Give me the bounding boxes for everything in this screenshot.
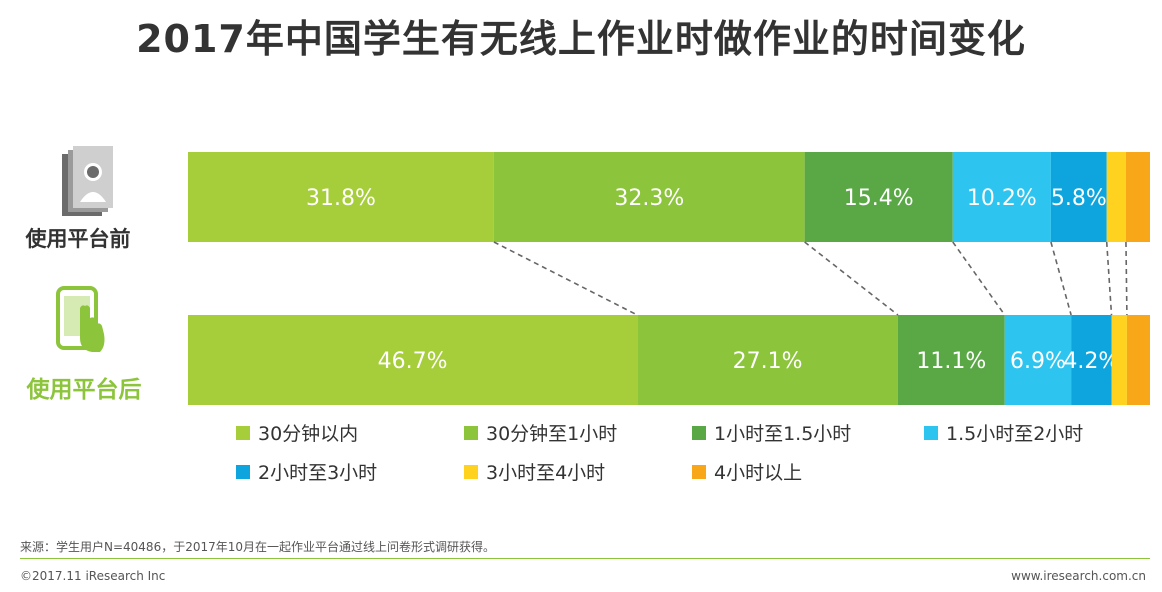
legend-item: 3小时至4小时 <box>464 458 605 485</box>
bar-segment <box>1126 315 1150 405</box>
website-link[interactable]: www.iresearch.com.cn <box>1011 569 1146 583</box>
legend-label: 30分钟至1小时 <box>486 423 618 445</box>
bar-segment <box>188 315 638 405</box>
row-label-after: 使用平台后 <box>26 377 142 403</box>
chart-title: 2017年中国学生有无线上作业时做作业的时间变化 <box>136 17 1026 61</box>
connector-line <box>1050 241 1072 316</box>
bar-segment <box>1004 315 1072 405</box>
bar-segment <box>188 152 494 242</box>
legend-swatch <box>236 425 250 440</box>
data-label: 5.8% <box>1051 186 1107 211</box>
data-label: 27.1% <box>733 349 803 374</box>
connector-line <box>493 241 638 316</box>
data-label: 31.8% <box>306 186 376 211</box>
data-label: 15.4% <box>844 186 914 211</box>
legend-label: 2小时至3小时 <box>258 462 378 484</box>
copyright: ©2017.11 iResearch Inc <box>20 569 166 583</box>
legend-swatch <box>692 464 706 479</box>
connector-line <box>1125 241 1128 316</box>
legend-label: 1.5小时至2小时 <box>946 423 1084 445</box>
row-label-before: 使用平台前 <box>25 227 131 251</box>
legend-swatch <box>464 464 478 479</box>
bar-segment <box>637 315 898 405</box>
bar-segment <box>897 315 1005 405</box>
data-label: 32.3% <box>614 186 684 211</box>
legend-label: 3小时至4小时 <box>486 462 606 484</box>
phone-touch-icon <box>54 286 110 360</box>
legend-swatch <box>692 425 706 440</box>
legend-label: 1小时至1.5小时 <box>714 423 852 445</box>
legend-item: 1.5小时至2小时 <box>924 419 1083 446</box>
bar-segment <box>1050 152 1107 242</box>
bar-segment <box>952 152 1051 242</box>
legend-label: 30分钟以内 <box>258 423 359 445</box>
bar-segment <box>493 152 805 242</box>
legend-item: 2小时至3小时 <box>236 458 377 485</box>
legend-label: 4小时以上 <box>714 462 803 484</box>
data-label: 4.2% <box>1063 349 1119 374</box>
bar-segment <box>804 152 953 242</box>
legend-item: 30分钟以内 <box>236 419 358 446</box>
data-label: 10.2% <box>967 186 1037 211</box>
data-label: 46.7% <box>378 349 448 374</box>
legend-item: 4小时以上 <box>692 458 802 485</box>
bar-segment <box>1125 152 1150 242</box>
legend-swatch <box>924 425 938 440</box>
bar-segment <box>1111 315 1127 405</box>
legend-item: 30分钟至1小时 <box>464 419 617 446</box>
connector-line <box>1105 241 1113 316</box>
data-label: 11.1% <box>916 349 986 374</box>
footer-divider <box>20 558 1150 559</box>
legend-swatch <box>464 425 478 440</box>
legend-swatch <box>236 464 250 479</box>
legend-item: 1小时至1.5小时 <box>692 419 851 446</box>
connector-line <box>804 241 899 316</box>
bar-segment <box>1106 152 1126 242</box>
bar-segment <box>1071 315 1112 405</box>
connector-line <box>952 241 1006 316</box>
data-label: 6.9% <box>1010 349 1066 374</box>
source-note: 来源：学生用户N=40486，于2017年10月在一起作业平台通过线上问卷形式调… <box>20 540 496 554</box>
book-student-icon <box>56 146 116 224</box>
